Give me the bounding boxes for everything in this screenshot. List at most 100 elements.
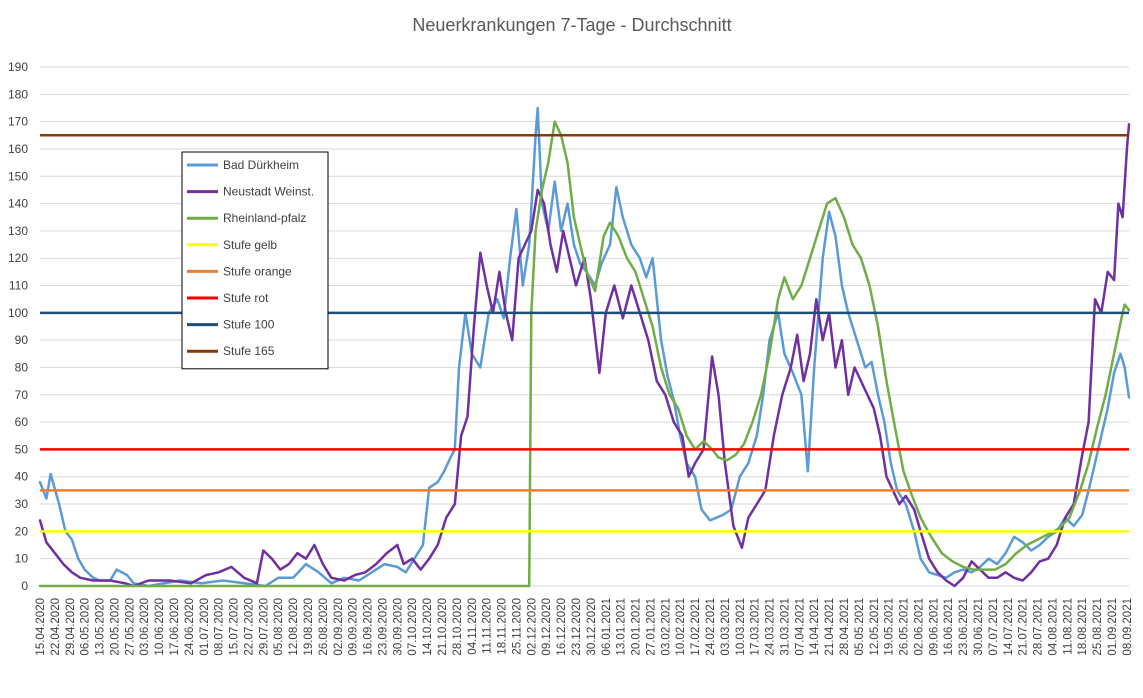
series-line-bad-d-rkheim [38,106,1131,588]
y-tick-label: 10 [15,552,29,566]
x-tick-label: 17.06.2020 [169,598,181,656]
x-tick-label: 23.06.2021 [958,598,970,656]
x-tick-label: 03.03.2021 [720,598,732,656]
y-tick-label: 170 [8,115,28,129]
x-tick-label: 15.04.2020 [35,598,47,656]
x-tick-label: 09.06.2021 [928,598,940,656]
x-tick-label: 23.12.2020 [571,598,583,656]
x-tick-label: 14.10.2020 [422,598,434,656]
x-tick-label: 09.12.2020 [541,598,553,656]
y-tick-label: 50 [15,442,29,456]
legend-label-stufe-gelb: Stufe gelb [223,238,277,252]
x-tick-label: 29.04.2020 [65,598,77,656]
x-tick-label: 10.02.2021 [675,598,687,656]
x-tick-label: 04.11.2020 [467,598,479,655]
x-tick-label: 28.04.2021 [839,598,851,656]
x-tick-label: 02.09.2020 [333,598,345,656]
y-tick-label: 150 [8,169,28,183]
y-tick-label: 70 [15,388,29,402]
x-tick-label: 20.05.2020 [109,598,121,656]
x-tick-label: 12.08.2020 [288,598,300,656]
x-tick-label: 11.11.2020 [482,598,494,654]
y-tick-label: 20 [15,524,29,538]
x-tick-label: 13.01.2021 [616,598,628,656]
x-tick-label: 05.05.2021 [854,598,866,656]
legend-label-rheinland-pfalz: Rheinland-pfalz [223,211,306,225]
x-tick-label: 17.02.2021 [690,598,702,656]
x-tick-label: 28.10.2020 [452,598,464,656]
x-tick-label: 28.07.2021 [1033,598,1045,656]
x-tick-label: 13.05.2020 [95,598,107,656]
legend-label-stufe-165: Stufe 165 [223,344,275,358]
x-tick-label: 22.04.2020 [50,598,62,656]
x-tick-label: 26.05.2021 [899,598,911,656]
y-tick-label: 0 [21,579,28,593]
legend-box [181,151,329,370]
x-tick-label: 15.07.2020 [229,598,241,656]
x-tick-label: 11.08.2021 [1062,598,1074,655]
y-tick-label: 90 [15,333,29,347]
x-tick-label: 09.09.2020 [348,598,360,656]
x-tick-label: 03.06.2020 [139,598,151,656]
x-tick-label: 31.03.2021 [779,598,791,656]
legend-label-neustadt-weinst: Neustadt Weinst. [223,185,314,199]
legend-label-stufe-rot: Stufe rot [223,291,269,305]
x-tick-label: 24.06.2020 [184,598,196,656]
y-tick-label: 180 [8,87,28,101]
x-tick-label: 25.11.2020 [511,598,523,655]
x-tick-label: 21.04.2021 [824,598,836,656]
x-tick-label: 30.12.2020 [586,598,598,656]
x-tick-label: 06.01.2021 [601,598,613,656]
y-axis-ticks: 0 10 20 30 40 50 60 70 80 90 100 110 120 130 140 150 160… [8,60,28,593]
y-tick-label: 60 [15,415,29,429]
y-tick-label: 190 [8,60,28,74]
legend-label-stufe-100: Stufe 100 [223,318,275,332]
legend: Bad Dürkheim Neustadt Weinst. Rheinland-pf… [181,151,329,370]
x-tick-label: 30.06.2021 [973,598,985,656]
x-tick-label: 18.11.2020 [497,598,509,655]
x-axis-ticks: 15.04.2020 22.04.2020 29.04.2020 06.05.2020… [35,598,1134,656]
x-tick-label: 02.06.2021 [913,598,925,656]
x-tick-label: 26.08.2020 [318,598,330,656]
x-tick-label: 10.06.2020 [154,598,166,656]
x-tick-label: 07.07.2021 [988,598,1000,656]
x-tick-label: 25.08.2021 [1092,598,1104,656]
x-tick-label: 01.09.2021 [1107,598,1119,656]
y-tick-label: 160 [8,142,28,156]
x-tick-label: 30.09.2020 [392,598,404,656]
x-tick-label: 16.12.2020 [556,598,568,656]
x-tick-label: 08.07.2020 [214,598,226,656]
x-tick-label: 20.01.2021 [631,598,643,656]
y-tick-label: 110 [9,279,28,293]
x-tick-label: 06.05.2020 [80,598,92,656]
x-tick-label: 08.09.2021 [1122,598,1134,656]
x-tick-label: 10.03.2021 [735,598,747,656]
series-lines [38,106,1131,588]
x-tick-label: 16.06.2021 [943,598,955,656]
x-tick-label: 12.05.2021 [869,598,881,656]
y-tick-label: 100 [8,306,28,320]
x-tick-label: 17.03.2021 [750,598,762,656]
x-tick-label: 01.07.2020 [199,598,211,656]
x-tick-label: 24.02.2021 [705,598,717,656]
x-tick-label: 02.12.2020 [526,598,538,656]
x-tick-label: 27.01.2021 [645,598,657,656]
x-tick-label: 07.10.2020 [407,598,419,656]
x-tick-label: 04.08.2021 [1047,598,1059,656]
y-tick-label: 80 [15,360,29,374]
legend-label-stufe-orange: Stufe orange [223,264,292,278]
x-tick-label: 03.02.2021 [660,598,672,656]
x-tick-label: 19.08.2020 [303,598,315,656]
legend-label-bad-d-rkheim: Bad Dürkheim [223,158,299,172]
y-tick-label: 140 [8,197,28,211]
x-tick-label: 14.04.2021 [809,598,821,656]
x-tick-label: 05.08.2020 [273,598,285,656]
x-tick-label: 29.07.2020 [258,598,270,656]
x-tick-label: 16.09.2020 [363,598,375,656]
x-tick-label: 22.07.2020 [243,598,255,656]
x-tick-label: 18.08.2021 [1077,598,1089,656]
y-tick-label: 120 [8,251,28,265]
x-tick-label: 24.03.2021 [765,598,777,656]
